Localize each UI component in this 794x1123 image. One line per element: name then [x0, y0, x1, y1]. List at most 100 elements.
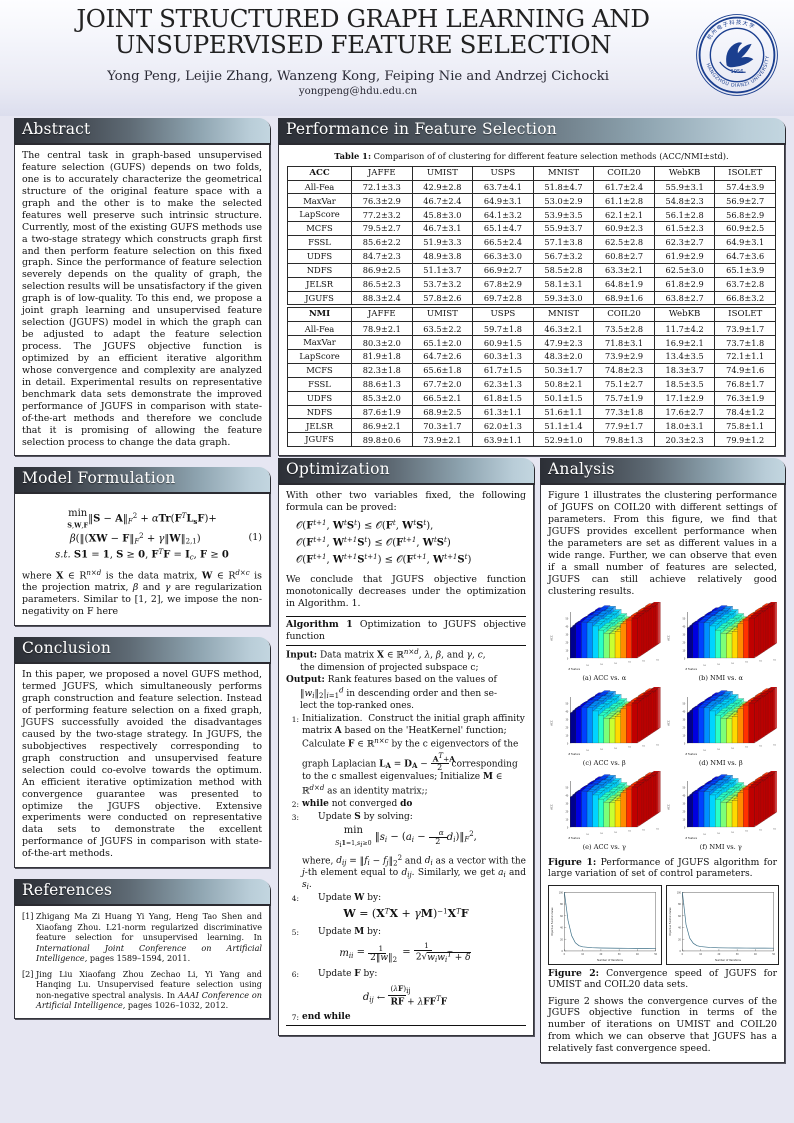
- performance-heading: Performance in Feature Selection: [286, 120, 557, 138]
- table-row: UDFS 84.7±2.3 48.9±3.8 66.3±3.0 56.7±3.2 60.8…: [286, 248, 776, 264]
- table-cell: 51.6±1.1: [532, 404, 595, 420]
- algorithm-output: Output: Rank features based on the value…: [286, 675, 498, 712]
- table-cell: 58.5±2.8: [532, 262, 595, 278]
- figure-1-label: Figure 1:: [548, 856, 597, 868]
- svg-text:10: 10: [565, 734, 568, 737]
- table-cell: 50.1±1.5: [532, 390, 595, 406]
- table-cell: 73.5±2.8: [593, 321, 655, 337]
- table-cell: 53.0±2.9: [532, 193, 595, 209]
- table-cell: 76.3±2.9: [351, 193, 413, 209]
- figure-2-label: Figure 2:: [548, 967, 599, 979]
- svg-text:100: 100: [559, 891, 564, 894]
- svg-text:10: 10: [586, 750, 589, 752]
- table-cell: 72.1±3.3: [351, 179, 413, 195]
- inequality-1: 𝒪(Ft+1, WtSt) ≤ 𝒪(Ft, WtSt),: [296, 518, 434, 532]
- table-row-label: JELSR: [286, 276, 353, 292]
- table-row: MCFS 82.3±1.8 65.6±1.8 61.7±1.5 50.3±1.7 74.8…: [286, 363, 776, 378]
- svg-text:30: 30: [618, 952, 621, 955]
- table-cell: 57.1±3.8: [532, 235, 595, 250]
- table-row-label: MaxVar: [286, 193, 353, 209]
- table-row: JGUFS 88.3±2.4 57.8±2.6 69.7±2.8 59.3±3.0 68.…: [286, 290, 776, 306]
- table-cell: 67.8±2.9: [472, 276, 534, 292]
- subplot-caption: (a) ACC vs. α: [582, 674, 627, 683]
- svg-text:10: 10: [703, 834, 706, 836]
- table-row: NDFS 86.9±2.5 51.1±3.7 66.9±2.7 58.5±2.8 63.3…: [286, 262, 776, 278]
- table-cell: 79.8±1.3: [593, 432, 655, 448]
- table-cell: 64.9±3.1: [472, 193, 534, 209]
- table-cell: 48.3±2.0: [532, 349, 595, 365]
- svg-text:10: 10: [600, 833, 603, 835]
- table-cell: 87.6±1.9: [351, 404, 413, 420]
- svg-text:40: 40: [682, 795, 685, 798]
- table-column-header: WebKB: [653, 165, 716, 181]
- block-performance: Performance in Feature Selection Table 1…: [278, 118, 785, 457]
- table-cell: 63.9±1.1: [472, 432, 534, 448]
- table-cell: 88.3±2.4: [351, 290, 413, 306]
- table-cell: 68.9±2.5: [411, 404, 474, 420]
- figure-2-subplot: 0 20 40 60 80 100 0 10 20 30 40 50 Number of Iterati…: [665, 884, 779, 965]
- table-row-label: JELSR: [286, 418, 353, 434]
- reference-text: Zhigang Ma Zi Huang Yi Yang, Heng Tao Sh…: [36, 911, 262, 964]
- table-row: MaxVar 76.3±2.9 46.7±2.4 64.9±3.1 53.0±2.9 61…: [286, 193, 776, 209]
- svg-text:10: 10: [773, 660, 776, 662]
- algorithm-step: 5: Update M by:: [286, 927, 526, 939]
- algorithm-step: 6: Update F by:: [286, 969, 526, 981]
- table-cell: 66.5±2.1: [411, 390, 474, 406]
- svg-text:20: 20: [565, 726, 568, 729]
- table-cell: 55.9±3.1: [653, 179, 716, 195]
- svg-text:10: 10: [682, 650, 685, 653]
- reference-text-b: pages 1589–1594, 2011.: [87, 953, 191, 964]
- bar3d-plot: 0 10 20 30 40 50 ACC # Feature 10 10 10 10 10 10: [664, 771, 777, 844]
- reference-text: Jing Liu Xiaofang Zhou Zechao Li, Yi Yan…: [36, 969, 262, 1011]
- table-cell: 88.6±1.3: [351, 376, 413, 392]
- svg-text:30: 30: [565, 634, 568, 637]
- table-cell: 73.9±1.7: [714, 321, 776, 337]
- table-cell: 16.9±2.1: [653, 335, 716, 351]
- table-cell: 57.8±2.6: [411, 290, 474, 306]
- reference-item: [1] Zhigang Ma Zi Huang Yi Yang, Heng Ta…: [22, 911, 262, 964]
- table-column-header: USPS: [472, 307, 534, 323]
- svg-text:60: 60: [560, 914, 563, 917]
- acc-table: ACC JAFFE UMIST USPS MNIST COIL20 WebKB ISOLET …: [286, 165, 776, 306]
- table-cell: 53.9±3.5: [532, 207, 595, 223]
- table-cell: 85.6±2.2: [351, 235, 413, 250]
- step6-equation: dij ← (λF)ij RF + λFFTF: [362, 983, 448, 1008]
- optimization-body: With other two variables fixed, the foll…: [278, 484, 534, 1037]
- table-cell: 67.7±2.0: [411, 376, 474, 392]
- svg-text:0: 0: [683, 742, 685, 745]
- svg-text:10: 10: [682, 819, 685, 822]
- subplot-caption: (e) ACC vs. γ: [582, 843, 626, 852]
- svg-text:10: 10: [642, 745, 645, 747]
- table-cell: 72.1±1.1: [714, 349, 776, 365]
- table-cell: 75.8±1.1: [714, 418, 776, 434]
- table-row-label: LapScore: [286, 349, 353, 365]
- author-list: Yong Peng, Leijie Zhang, Wanzeng Kong, F…: [107, 69, 609, 85]
- table-cell: 66.5±2.4: [472, 235, 534, 250]
- svg-text:10: 10: [717, 749, 720, 751]
- table-column-header: ISOLET: [714, 165, 776, 181]
- table-header-row: NMI JAFFE UMIST USPS MNIST COIL20 WebKB ISOLET: [286, 307, 776, 323]
- table-cell: 79.5±2.7: [351, 221, 413, 237]
- table-row-label: MaxVar: [286, 335, 353, 351]
- table-caption: Table 1: Comparison of of clustering for…: [289, 151, 774, 162]
- svg-text:Number of Iterations: Number of Iterations: [597, 958, 623, 962]
- algorithm-note: where, dij = ‖fi − fj‖22 and di as a vec…: [302, 853, 526, 891]
- svg-text:10: 10: [656, 829, 659, 831]
- figure-1-grid: 0 10 20 30 40 50 ACC # Feature 10 10 10 10 10 10 (a) A…: [548, 602, 777, 853]
- svg-text:50: 50: [565, 702, 568, 705]
- table-column-header: ISOLET: [714, 307, 776, 323]
- table-column-header: JAFFE: [351, 165, 413, 181]
- page-title: JOINT STRUCTURED GRAPH LEARNING AND UNSU…: [0, 0, 794, 58]
- table-cell: 66.3±3.0: [472, 248, 534, 264]
- svg-text:10: 10: [586, 834, 589, 836]
- table-column-header: COIL20: [593, 307, 655, 323]
- table-cell: 89.8±0.6: [351, 432, 413, 448]
- table-cell: 82.3±1.8: [351, 363, 413, 378]
- table-cell: 61.3±1.1: [472, 404, 534, 420]
- references-body: [1] Zhigang Ma Zi Huang Yi Yang, Heng Ta…: [14, 905, 270, 1019]
- equation-number: (1): [248, 531, 262, 543]
- figure-2-caption: Figure 2: Convergence speed of JGUFS for…: [548, 968, 777, 991]
- subplot-caption: (d) NMI vs. β: [698, 758, 743, 767]
